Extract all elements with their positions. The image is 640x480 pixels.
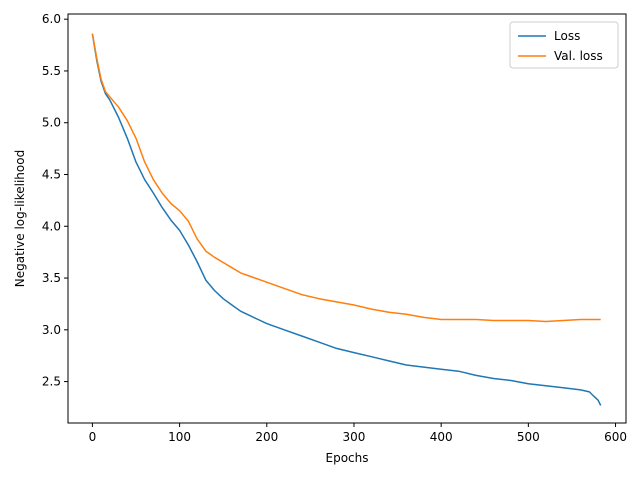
series-line-0 <box>91 33 602 406</box>
x-tick-label: 500 <box>517 430 540 444</box>
y-tick-label: 6.0 <box>42 12 61 26</box>
y-tick-label: 4.0 <box>42 219 61 233</box>
legend-label: Val. loss <box>554 49 603 63</box>
x-tick-label: 600 <box>604 430 627 444</box>
x-tick-label: 0 <box>89 430 97 444</box>
x-tick-label: 400 <box>430 430 453 444</box>
x-axis: 0 100 200 300 400 500 600 <box>89 423 627 444</box>
y-tick-label: 4.5 <box>42 167 61 181</box>
y-tick-label: 3.5 <box>42 271 61 285</box>
y-tick-label: 2.5 <box>42 375 61 389</box>
series-line-1 <box>91 33 601 323</box>
plot-lines <box>91 33 602 406</box>
x-tick-label: 200 <box>255 430 278 444</box>
legend-label: Loss <box>554 29 580 43</box>
axes-frame <box>67 13 627 424</box>
y-tick-label: 3.0 <box>42 323 61 337</box>
x-axis-label: Epochs <box>326 451 369 465</box>
y-axis: 2.5 3.0 3.5 4.0 4.5 5.0 5.5 6.0 <box>42 12 68 389</box>
x-tick-label: 100 <box>168 430 191 444</box>
y-tick-label: 5.5 <box>42 64 61 78</box>
legend: Loss Val. loss <box>509 21 619 69</box>
y-tick-label: 5.0 <box>42 116 61 130</box>
x-tick-label: 300 <box>343 430 366 444</box>
y-axis-label: Negative log-likelihood <box>13 150 27 287</box>
